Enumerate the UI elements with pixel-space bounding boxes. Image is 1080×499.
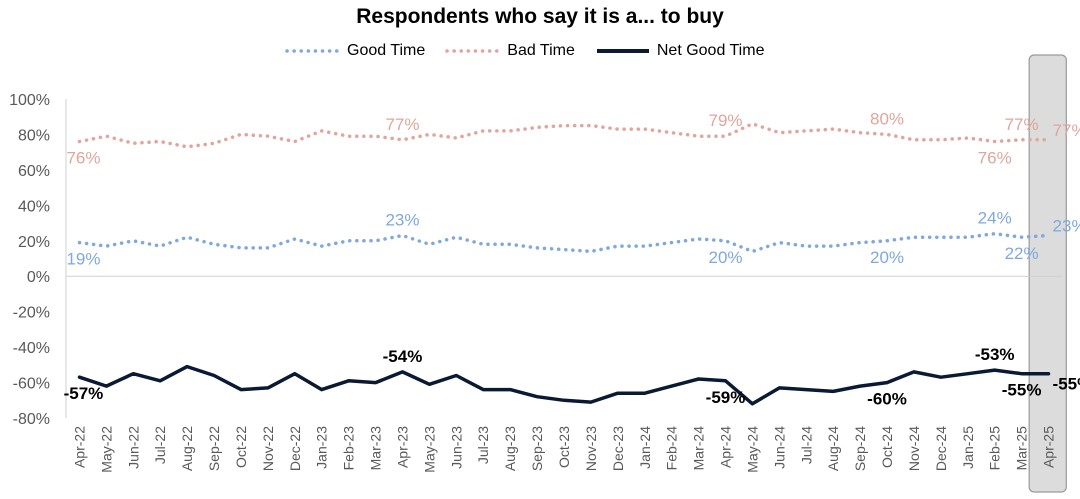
y-tick-label: -80%: [13, 411, 50, 428]
legend-swatch-bad-time: [445, 49, 502, 53]
x-tick-label: Apr-25: [1041, 426, 1057, 468]
x-tick-label: Mar-24: [691, 426, 707, 471]
y-tick-label: -60%: [13, 376, 50, 393]
x-tick-label: Aug-23: [502, 426, 518, 471]
x-tick-label: Sep-23: [529, 426, 545, 471]
data-label: 24%: [978, 209, 1012, 228]
x-tick-label: Jan-25: [960, 426, 976, 469]
x-tick-label: Feb-25: [987, 426, 1003, 471]
data-label: -55%: [1002, 381, 1042, 400]
y-tick-label: 20%: [18, 234, 50, 251]
data-label: 76%: [66, 149, 100, 168]
data-label: 20%: [870, 248, 904, 267]
x-tick-label: Nov-23: [583, 426, 599, 471]
x-tick-label: Jun-23: [448, 426, 464, 469]
x-tick-label: Aug-24: [825, 426, 841, 471]
x-tick-label: Apr-24: [718, 426, 734, 468]
x-tick-label: Oct-23: [556, 426, 572, 468]
data-label: 80%: [870, 109, 904, 128]
x-tick-label: Oct-24: [879, 426, 895, 468]
y-tick-label: -20%: [13, 305, 50, 322]
x-tick-label: Nov-24: [906, 426, 922, 471]
y-tick-label: 40%: [18, 198, 50, 215]
chart-title: Respondents who say it is a... to buy: [356, 5, 724, 28]
x-tick-label: Jul-23: [475, 426, 491, 464]
data-label: 79%: [708, 111, 742, 130]
data-label: 23%: [385, 210, 419, 229]
x-tick-label: Apr-22: [71, 426, 87, 468]
x-tick-label: Mar-23: [368, 426, 384, 471]
legend: Good Time Bad Time Net Good Time: [285, 42, 784, 60]
data-label: 20%: [708, 248, 742, 267]
x-tick-label: Apr-23: [394, 426, 410, 468]
y-tick-label: 0%: [27, 269, 50, 286]
data-label: -60%: [867, 390, 907, 409]
x-tick-label: Dec-23: [610, 426, 626, 471]
y-tick-label: 80%: [18, 127, 50, 144]
x-tick-label: May-22: [98, 426, 114, 473]
legend-label-net-good-time: Net Good Time: [656, 42, 765, 59]
y-tick-label: 60%: [18, 163, 50, 180]
series-line-net-good-time: [77, 364, 1051, 406]
x-tick-label: Sep-22: [206, 426, 222, 471]
data-label: 77%: [385, 115, 419, 134]
x-tick-label: Nov-22: [260, 426, 276, 471]
data-label: -57%: [64, 384, 104, 403]
legend-label-bad-time: Bad Time: [507, 42, 575, 59]
data-label: -54%: [383, 347, 423, 366]
x-tick-label: May-24: [744, 426, 760, 473]
x-tick-label: May-23: [421, 426, 437, 473]
legend-swatch-good-time: [285, 49, 341, 53]
x-tick-label: Mar-25: [1014, 426, 1030, 471]
y-tick-label: -40%: [13, 340, 50, 357]
data-label: 76%: [978, 149, 1012, 168]
y-tick-label: 100%: [9, 92, 50, 109]
legend-label-good-time: Good Time: [347, 42, 426, 59]
highlight-band: [1028, 54, 1067, 493]
data-label: -55%: [1053, 375, 1080, 394]
data-label: -53%: [975, 345, 1015, 364]
x-tick-label: Feb-23: [341, 426, 357, 471]
x-tick-label: Dec-24: [933, 426, 949, 471]
data-label: -59%: [706, 388, 746, 407]
data-label: 77%: [1005, 115, 1039, 134]
x-tick-label: Jun-22: [125, 426, 141, 469]
x-tick-label: Jun-24: [771, 426, 787, 469]
legend-item-net-good-time: Net Good Time: [595, 42, 765, 60]
x-tick-label: Aug-22: [179, 426, 195, 471]
legend-item-good-time: Good Time: [285, 42, 425, 60]
x-tick-label: Jul-22: [152, 426, 168, 464]
x-tick-label: Dec-22: [287, 426, 303, 471]
x-tick-label: Sep-24: [852, 426, 868, 471]
series-line-good-time: [77, 231, 1051, 254]
x-tick-label: Jul-24: [798, 426, 814, 464]
x-tick-label: Jan-24: [637, 426, 653, 469]
data-label: 77%: [1053, 121, 1080, 140]
x-tick-label: Feb-24: [664, 426, 680, 471]
data-label: 23%: [1053, 216, 1080, 235]
x-tick-label: Jan-23: [314, 426, 330, 469]
data-label: 19%: [66, 250, 100, 269]
data-label: 22%: [1005, 244, 1039, 263]
x-tick-label: Oct-22: [233, 426, 249, 468]
legend-item-bad-time: Bad Time: [445, 42, 575, 60]
legend-swatch-net-good-time: [596, 49, 649, 53]
